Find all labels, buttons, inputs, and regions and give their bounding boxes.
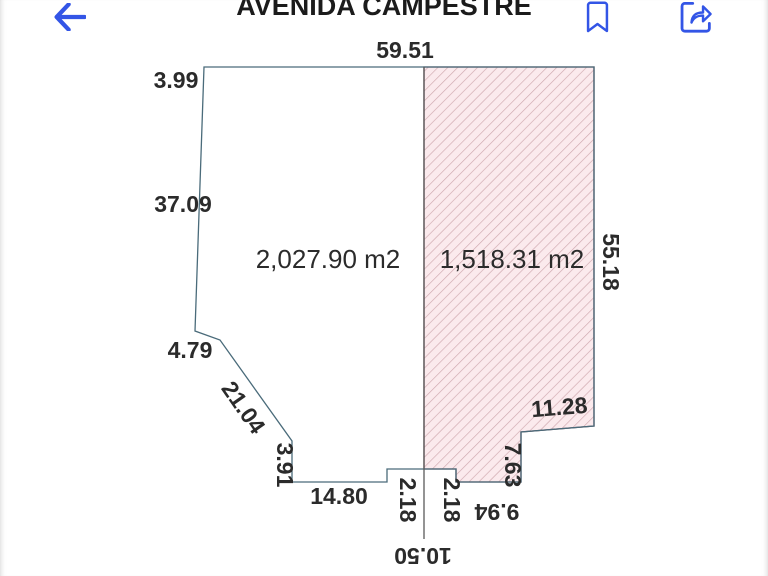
svg-text:2,027.90 m2: 2,027.90 m2 bbox=[256, 244, 401, 274]
svg-text:1,518.31 m2: 1,518.31 m2 bbox=[440, 244, 585, 274]
svg-text:37.09: 37.09 bbox=[154, 191, 212, 217]
svg-text:59.51: 59.51 bbox=[376, 37, 434, 63]
svg-text:10.50: 10.50 bbox=[394, 543, 452, 569]
svg-text:55.18: 55.18 bbox=[598, 233, 624, 291]
svg-text:21.04: 21.04 bbox=[216, 376, 270, 438]
svg-text:2.18: 2.18 bbox=[439, 478, 465, 523]
svg-text:11.28: 11.28 bbox=[530, 392, 588, 422]
svg-text:14.80: 14.80 bbox=[310, 483, 368, 509]
svg-text:9.94: 9.94 bbox=[474, 499, 519, 525]
svg-text:4.79: 4.79 bbox=[168, 337, 213, 363]
svg-text:2.18: 2.18 bbox=[395, 478, 421, 523]
svg-text:3.91: 3.91 bbox=[272, 443, 298, 488]
svg-text:3.99: 3.99 bbox=[154, 67, 199, 93]
svg-text:7.63: 7.63 bbox=[500, 443, 526, 488]
